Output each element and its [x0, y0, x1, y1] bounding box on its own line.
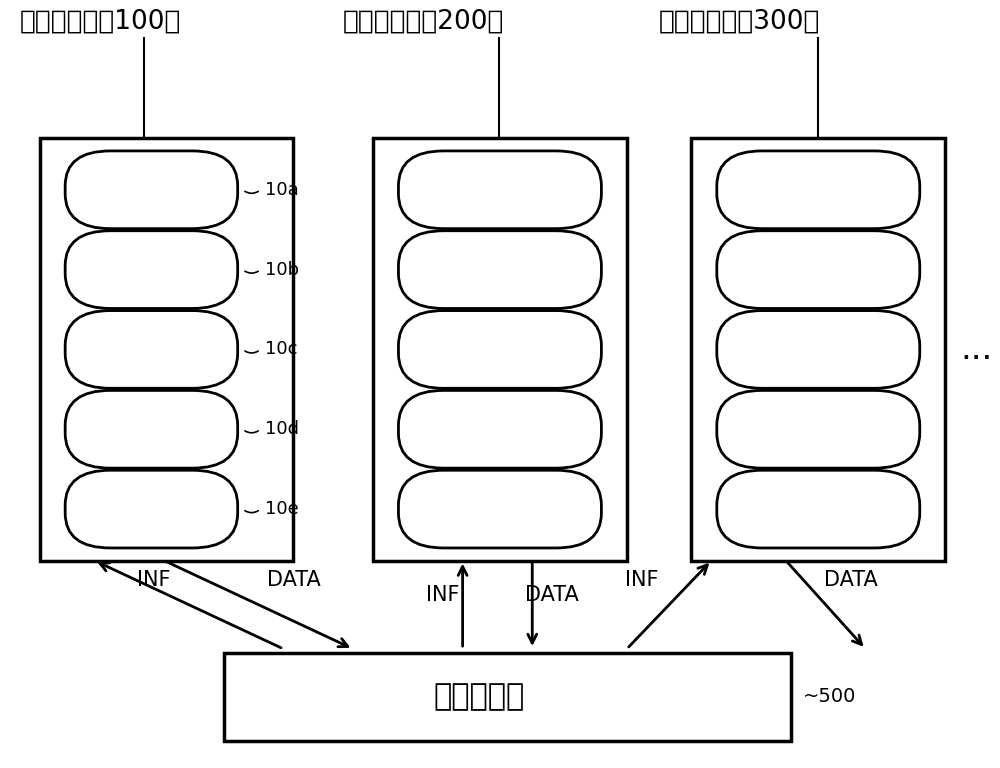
FancyBboxPatch shape [717, 310, 920, 389]
Text: DATA: DATA [824, 570, 877, 590]
Text: INF: INF [137, 570, 171, 590]
FancyBboxPatch shape [65, 151, 238, 229]
FancyBboxPatch shape [373, 138, 627, 561]
FancyBboxPatch shape [717, 390, 920, 468]
FancyBboxPatch shape [40, 138, 293, 561]
FancyBboxPatch shape [717, 470, 920, 548]
Text: ~500: ~500 [803, 687, 856, 707]
Text: 第一填充站（100）: 第一填充站（100） [20, 8, 181, 35]
Text: DATA: DATA [267, 570, 320, 590]
Text: 第三填充站（300）: 第三填充站（300） [659, 8, 820, 35]
FancyBboxPatch shape [398, 470, 601, 548]
Text: INF: INF [625, 570, 658, 590]
FancyBboxPatch shape [65, 470, 238, 548]
FancyBboxPatch shape [65, 390, 238, 468]
Text: DATA: DATA [525, 585, 579, 605]
Text: 10b: 10b [265, 260, 299, 279]
FancyBboxPatch shape [717, 230, 920, 309]
FancyBboxPatch shape [65, 230, 238, 309]
FancyBboxPatch shape [224, 653, 791, 741]
FancyBboxPatch shape [398, 310, 601, 389]
Text: 10d: 10d [265, 420, 299, 439]
FancyBboxPatch shape [65, 310, 238, 389]
FancyBboxPatch shape [398, 230, 601, 309]
Text: 第二填充站（200）: 第二填充站（200） [343, 8, 505, 35]
FancyBboxPatch shape [717, 151, 920, 229]
Text: 10c: 10c [265, 340, 297, 359]
Text: 10a: 10a [265, 180, 298, 199]
Text: 10e: 10e [265, 500, 298, 518]
FancyBboxPatch shape [398, 151, 601, 229]
Text: INF: INF [426, 585, 459, 605]
Text: ...: ... [960, 333, 992, 366]
FancyBboxPatch shape [398, 390, 601, 468]
FancyBboxPatch shape [691, 138, 945, 561]
Text: 中央服务器: 中央服务器 [433, 683, 525, 711]
